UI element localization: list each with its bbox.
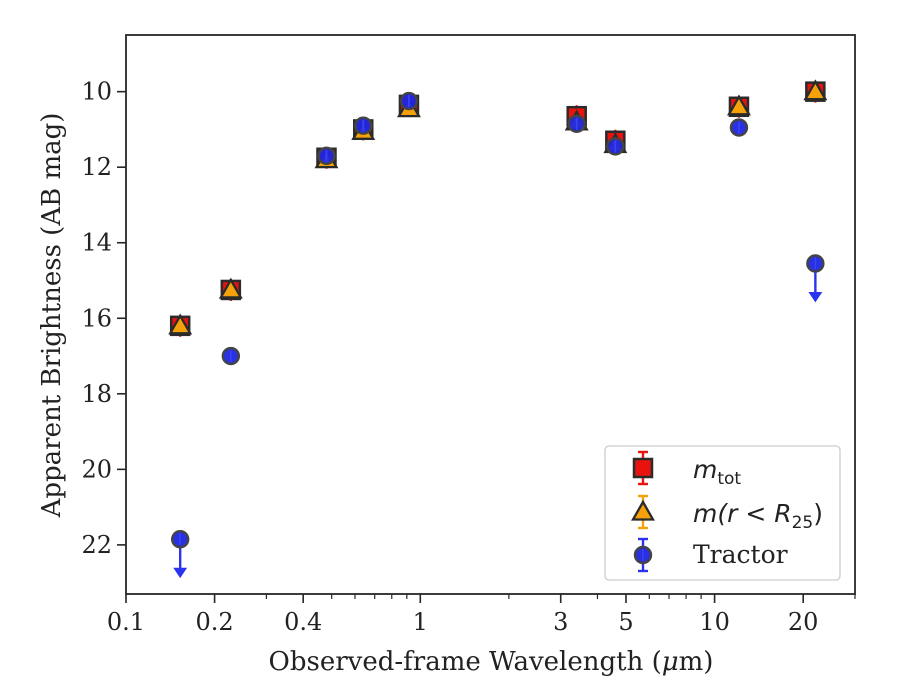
- x-tick-label: 3: [553, 608, 568, 636]
- data-point-triangle: [168, 313, 193, 335]
- data-point-triangle: [218, 277, 243, 299]
- legend-mr25-paren: (r < R: [717, 499, 791, 528]
- x-tick-label: 1: [413, 608, 428, 636]
- x-axis: 0.1 0.2 0.4 1 3 5 10 20: [107, 594, 856, 636]
- legend-mr25-main: m: [693, 499, 717, 528]
- x-axis-label-mu: μ: [662, 647, 679, 677]
- y-tick-label: 14: [81, 229, 112, 257]
- x-axis-label-end: m): [679, 647, 714, 677]
- data-point-triangle: [631, 499, 655, 521]
- data-point-triangle: [803, 79, 828, 101]
- data-markers: [168, 79, 828, 579]
- y-tick-label: 16: [81, 304, 112, 332]
- legend-box: [604, 445, 841, 581]
- legend-mr25-sub: 25: [792, 513, 814, 533]
- x-tick-label: 10: [699, 608, 730, 636]
- upper-limit-arrow-head-icon: [808, 292, 823, 303]
- x-tick-label: 0.4: [284, 608, 322, 636]
- x-tick-label: 0.2: [196, 608, 234, 636]
- legend-mtot-main: m: [693, 455, 717, 484]
- x-tick-label: 0.1: [107, 608, 145, 636]
- y-tick-label: 10: [81, 78, 112, 106]
- data-point-square: [632, 457, 654, 479]
- legend: mtot m(r < R25) Tractor: [604, 445, 841, 581]
- y-axis: 10 12 14 16 18 20 22: [81, 78, 126, 559]
- y-tick-label: 20: [81, 455, 112, 483]
- legend-triangle-marker-icon: [631, 494, 655, 530]
- legend-mtot-sub: tot: [717, 469, 741, 489]
- legend-mr25-close: ): [813, 499, 823, 528]
- series-tractor: [170, 91, 825, 579]
- legend-circle-marker-icon: [633, 537, 653, 573]
- legend-item-mr25: m(r < R25): [631, 494, 823, 533]
- y-tick-label: 22: [81, 531, 112, 559]
- legend-label-tractor: Tractor: [693, 540, 788, 569]
- legend-item-mtot: mtot: [632, 450, 741, 489]
- x-tick-label: 20: [788, 608, 819, 636]
- x-axis-label: Observed-frame Wavelength (μm): [269, 647, 714, 677]
- data-point-triangle: [726, 94, 751, 116]
- legend-label-mr25: m(r < R25): [693, 499, 823, 533]
- y-tick-label: 18: [81, 380, 112, 408]
- y-tick-label: 12: [81, 153, 112, 181]
- x-axis-label-start: Observed-frame Wavelength (: [269, 647, 662, 677]
- plot-frame: [125, 34, 856, 595]
- legend-square-marker-icon: [632, 450, 654, 486]
- upper-limit-arrow-head-icon: [173, 567, 188, 579]
- x-tick-label: 5: [618, 608, 633, 636]
- legend-label-mtot: mtot: [693, 455, 741, 489]
- y-axis-label: Apparent Brightness (AB mag): [37, 113, 67, 519]
- legend-item-tractor: Tractor: [633, 537, 788, 573]
